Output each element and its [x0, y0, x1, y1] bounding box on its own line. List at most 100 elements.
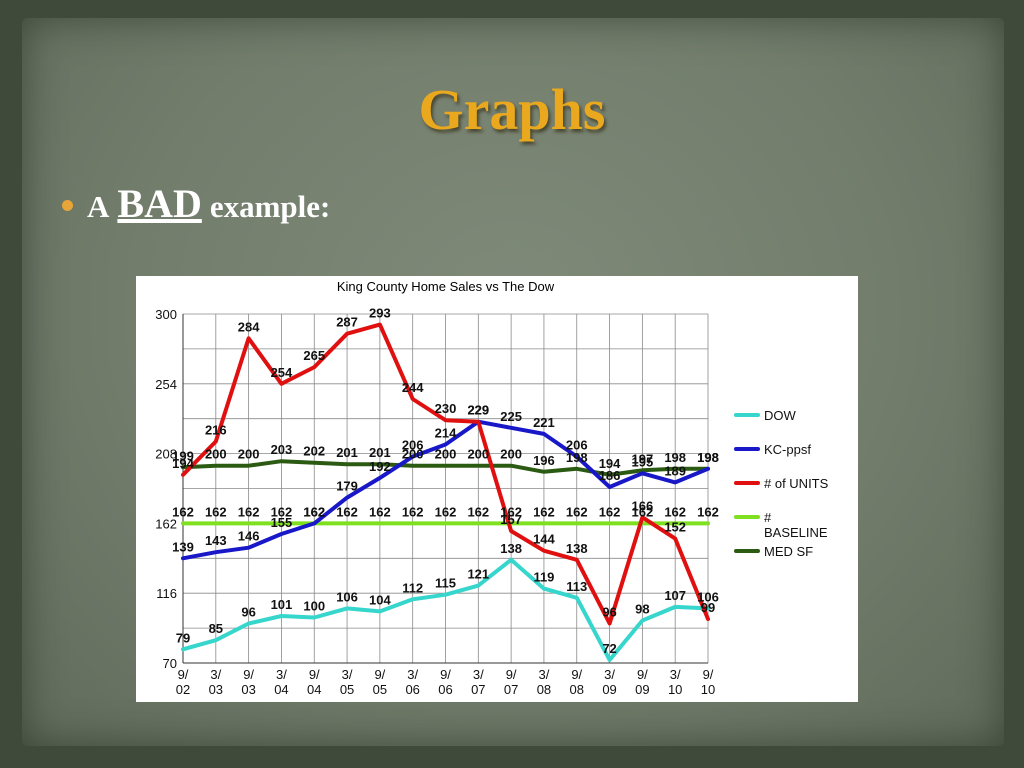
x-tick-label: 3/08	[537, 667, 551, 697]
x-tick-label: 9/08	[570, 667, 584, 697]
y-tick-label: 162	[155, 516, 177, 531]
x-tick-label: 3/10	[668, 667, 682, 697]
data-label-med-sf: 200	[467, 447, 489, 462]
data-label-of-units: 152	[664, 520, 686, 535]
data-label-baseline: 162	[402, 504, 424, 519]
data-label-med-sf: 196	[533, 453, 555, 468]
legend-label-med-sf: MED SF	[764, 544, 813, 559]
data-label-dow: 106	[697, 589, 719, 604]
data-label-kc-ppsf: 139	[172, 539, 194, 554]
series-line-med-sf	[181, 459, 710, 477]
data-label-of-units: 265	[303, 348, 325, 363]
x-tick-label: 3/05	[340, 667, 354, 697]
data-label-med-sf: 201	[369, 445, 391, 460]
data-label-dow: 96	[241, 605, 255, 620]
chart-container: King County Home Sales vs The Dow 70 116 16…	[136, 276, 858, 702]
data-label-baseline: 162	[303, 504, 325, 519]
data-label-kc-ppsf: 143	[205, 533, 227, 548]
chart-title: King County Home Sales vs The Dow	[337, 279, 555, 294]
data-label-dow: 106	[336, 589, 358, 604]
x-tick-label: 9/07	[504, 667, 518, 697]
data-label-baseline: 162	[664, 504, 686, 519]
data-label-med-sf: 198	[697, 450, 719, 465]
data-label-baseline: 162	[697, 504, 719, 519]
data-label-kc-ppsf: 225	[500, 409, 522, 424]
data-label-baseline: 162	[172, 504, 194, 519]
data-label-med-sf: 200	[238, 447, 260, 462]
data-label-baseline: 162	[369, 504, 391, 519]
legend-label-of-units: # of UNITS	[764, 476, 829, 491]
data-label-med-sf: 200	[205, 447, 227, 462]
data-label-kc-ppsf: 214	[435, 425, 457, 440]
data-label-dow: 72	[602, 641, 616, 656]
bullet-emphasis: BAD	[117, 181, 202, 226]
slide-title: Graphs	[418, 77, 606, 142]
data-label-kc-ppsf: 198	[697, 450, 719, 465]
bullet-prefix: A	[87, 189, 110, 224]
data-label-of-units: 244	[402, 380, 424, 395]
data-label-of-units: 230	[435, 401, 457, 416]
y-tick-label: 208	[155, 447, 177, 462]
data-label-med-sf: 198	[664, 450, 686, 465]
data-label-kc-ppsf: 179	[336, 479, 358, 494]
x-tick-label: 3/09	[602, 667, 616, 697]
data-label-dow: 85	[209, 621, 223, 636]
legend-label-kc-ppsf: KC-ppsf	[764, 442, 811, 457]
data-label-dow: 104	[369, 592, 391, 607]
data-label-med-sf: 201	[336, 445, 358, 460]
data-label-baseline: 162	[566, 504, 588, 519]
data-label-med-sf: 197	[632, 451, 654, 466]
y-tick-label: 116	[156, 586, 177, 601]
data-label-of-units: 138	[566, 541, 588, 556]
x-tick-label: 3/03	[209, 667, 223, 697]
data-label-of-units: 254	[271, 365, 293, 380]
data-label-med-sf: 198	[566, 450, 588, 465]
data-label-of-units: 216	[205, 422, 227, 437]
bullet-suffix: example:	[209, 189, 331, 224]
data-label-baseline: 162	[271, 504, 293, 519]
data-label-kc-ppsf: 206	[566, 438, 588, 453]
x-tick-label: 9/06	[438, 667, 452, 697]
data-label-dow: 138	[500, 541, 522, 556]
x-tick-label: 9/10	[701, 667, 715, 697]
data-label-baseline: 162	[435, 504, 457, 519]
data-label-med-sf: 200	[402, 447, 424, 462]
data-label-dow: 112	[402, 580, 423, 595]
data-label-baseline: 162	[238, 504, 260, 519]
data-label-dow: 119	[533, 570, 554, 585]
line-chart: King County Home Sales vs The Dow 70 116 16…	[155, 279, 829, 697]
data-label-of-units: 287	[336, 315, 358, 330]
x-tick-label: 3/07	[471, 667, 485, 697]
data-label-kc-ppsf: 206	[402, 438, 424, 453]
data-label-baseline: 162	[467, 504, 489, 519]
x-tick-label: 9/09	[635, 667, 649, 697]
data-label-dow: 107	[664, 588, 686, 603]
data-label-dow: 113	[566, 579, 587, 594]
data-label-med-sf: 199	[172, 448, 194, 463]
data-label-med-sf: 194	[599, 456, 621, 471]
data-label-kc-ppsf: 192	[369, 459, 391, 474]
data-label-of-units: 96	[602, 605, 616, 620]
bullet-item: A BAD example:	[62, 180, 330, 227]
legend-label-baseline: # BASELINE	[764, 510, 828, 540]
data-label-dow: 121	[467, 567, 489, 582]
data-label-baseline: 162	[500, 504, 522, 519]
x-tick-label: 3/06	[405, 667, 419, 697]
data-label-dow: 115	[435, 576, 456, 591]
x-tick-label: 9/04	[307, 667, 321, 697]
data-label-med-sf: 200	[435, 447, 457, 462]
data-label-baseline: 162	[336, 504, 358, 519]
data-label-kc-ppsf: 189	[664, 463, 686, 478]
data-label-dow: 79	[176, 630, 190, 645]
x-tick-label: 9/02	[176, 667, 190, 697]
series-line-of-units	[181, 322, 710, 626]
data-label-kc-ppsf: 229	[467, 403, 489, 418]
data-label-of-units: 229	[467, 403, 489, 418]
x-tick-label: 9/05	[373, 667, 387, 697]
data-label-dow: 100	[303, 598, 325, 613]
y-tick-label: 300	[155, 307, 177, 322]
data-label-kc-ppsf: 221	[533, 415, 555, 430]
y-tick-label: 70	[163, 656, 177, 671]
data-label-of-units: 99	[701, 600, 715, 615]
data-label-med-sf: 202	[303, 444, 325, 459]
